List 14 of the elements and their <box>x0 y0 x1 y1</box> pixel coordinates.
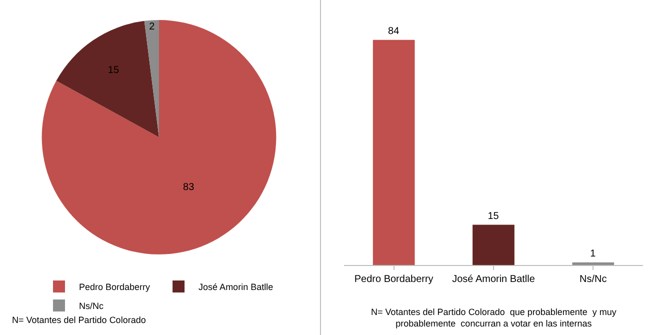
x-tick-label: José Amorin Batlle <box>452 274 536 285</box>
data-label: 15 <box>488 210 500 222</box>
data-label: 1 <box>590 248 596 260</box>
data-label: 84 <box>388 26 400 37</box>
text: N= Votantes del Partido Colorado <box>12 315 146 325</box>
legend-label: Pedro Bordaberry <box>79 282 151 292</box>
x-tick-label: Pedro Bordaberry <box>354 274 434 285</box>
data-label: 15 <box>108 65 120 76</box>
data-label: 2 <box>149 22 156 33</box>
data-label: 83 <box>183 182 195 194</box>
legend-label: José Amorin Batlle <box>198 282 274 292</box>
x-tick-label: Ns/Nc <box>580 274 607 285</box>
legend-label: Ns/Nc <box>79 300 104 311</box>
text: N= Votantes del Partido Colorado que probablemente y muy probablemente concurran a votar en las internas <box>371 307 617 329</box>
